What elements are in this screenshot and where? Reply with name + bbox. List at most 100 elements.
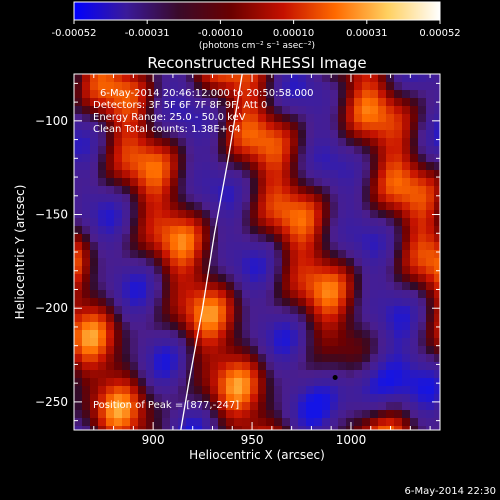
heatmap-cell (122, 82, 130, 90)
heatmap-cell (274, 226, 282, 234)
heatmap-cell (298, 130, 306, 138)
heatmap-cell (434, 418, 440, 426)
heatmap-cell (90, 98, 98, 106)
heatmap-cell (98, 146, 106, 154)
heatmap-cell (210, 314, 218, 322)
heatmap-cell (330, 226, 338, 234)
x-tick-label: 1000 (336, 433, 367, 447)
heatmap-cell (194, 186, 202, 194)
heatmap-cell (426, 338, 434, 346)
heatmap-cell (178, 330, 186, 338)
heatmap-cell (202, 242, 210, 250)
heatmap-cell (130, 138, 138, 146)
heatmap-cell (170, 194, 178, 202)
heatmap-cell (226, 290, 234, 298)
heatmap-cell (162, 290, 170, 298)
heatmap-cell (74, 146, 82, 154)
heatmap-cell (370, 298, 378, 306)
heatmap-cell (226, 90, 234, 98)
heatmap-cell (306, 130, 314, 138)
heatmap-cell (114, 418, 122, 426)
heatmap-cell (186, 226, 194, 234)
heatmap-cell (114, 242, 122, 250)
heatmap-cell (106, 290, 114, 298)
heatmap-cell (370, 74, 378, 82)
heatmap-cell (170, 250, 178, 258)
heatmap-cell (122, 98, 130, 106)
heatmap-cell (298, 226, 306, 234)
heatmap-cell (154, 362, 162, 370)
heatmap-cell (434, 386, 440, 394)
heatmap-cell (74, 186, 82, 194)
heatmap-cell (146, 322, 154, 330)
heatmap-cell (426, 146, 434, 154)
heatmap-cell (242, 274, 250, 282)
heatmap-cell (90, 194, 98, 202)
heatmap-cell (386, 226, 394, 234)
heatmap-cell (226, 98, 234, 106)
heatmap-cell (370, 258, 378, 266)
heatmap-cell (178, 218, 186, 226)
heatmap-cell (130, 330, 138, 338)
heatmap-cell (306, 258, 314, 266)
heatmap-cell (170, 138, 178, 146)
heatmap-cell (346, 130, 354, 138)
heatmap-cell (154, 266, 162, 274)
heatmap-cell (130, 274, 138, 282)
heatmap-cell (282, 138, 290, 146)
heatmap-cell (138, 242, 146, 250)
heatmap-cell (74, 354, 82, 362)
heatmap-cell (138, 82, 146, 90)
heatmap-cell (434, 394, 440, 402)
heatmap-cell (362, 82, 370, 90)
heatmap-cell (226, 274, 234, 282)
heatmap-cell (74, 330, 82, 338)
heatmap-cell (346, 282, 354, 290)
heatmap-cell (194, 338, 202, 346)
heatmap-cell (218, 298, 226, 306)
heatmap-cell (98, 362, 106, 370)
heatmap-cell (298, 370, 306, 378)
heatmap-cell (266, 346, 274, 354)
heatmap-cell (258, 394, 266, 402)
heatmap-cell (178, 306, 186, 314)
y-tick-label: −100 (35, 114, 68, 128)
heatmap-cell (90, 394, 98, 402)
heatmap-cell (266, 250, 274, 258)
heatmap-cell (274, 146, 282, 154)
heatmap-cell (362, 378, 370, 386)
heatmap-cell (426, 210, 434, 218)
heatmap-cell (426, 90, 434, 98)
heatmap-cell (114, 298, 122, 306)
heatmap-cell (146, 354, 154, 362)
heatmap-cell (242, 346, 250, 354)
heatmap-cell (114, 114, 122, 122)
heatmap-cell (290, 330, 298, 338)
heatmap-cell (274, 234, 282, 242)
heatmap-cell (434, 90, 440, 98)
heatmap-cell (90, 354, 98, 362)
heatmap-cell (410, 330, 418, 338)
peak-marker (332, 375, 338, 381)
heatmap-cell (386, 346, 394, 354)
heatmap-cell (218, 234, 226, 242)
heatmap-cell (354, 322, 362, 330)
heatmap-cell (122, 330, 130, 338)
heatmap-cell (290, 354, 298, 362)
heatmap-cell (386, 394, 394, 402)
heatmap-cell (402, 402, 410, 410)
heatmap-cell (314, 146, 322, 154)
heatmap-cell (314, 402, 322, 410)
heatmap-cell (122, 410, 130, 418)
heatmap-cell (274, 122, 282, 130)
heatmap-cell (106, 138, 114, 146)
heatmap-cell (250, 426, 258, 430)
heatmap-cell (266, 226, 274, 234)
heatmap-cell (266, 322, 274, 330)
heatmap-cell (202, 122, 210, 130)
heatmap-cell (74, 202, 82, 210)
heatmap-cell (394, 178, 402, 186)
heatmap-cell (386, 410, 394, 418)
heatmap-cell (154, 74, 162, 82)
